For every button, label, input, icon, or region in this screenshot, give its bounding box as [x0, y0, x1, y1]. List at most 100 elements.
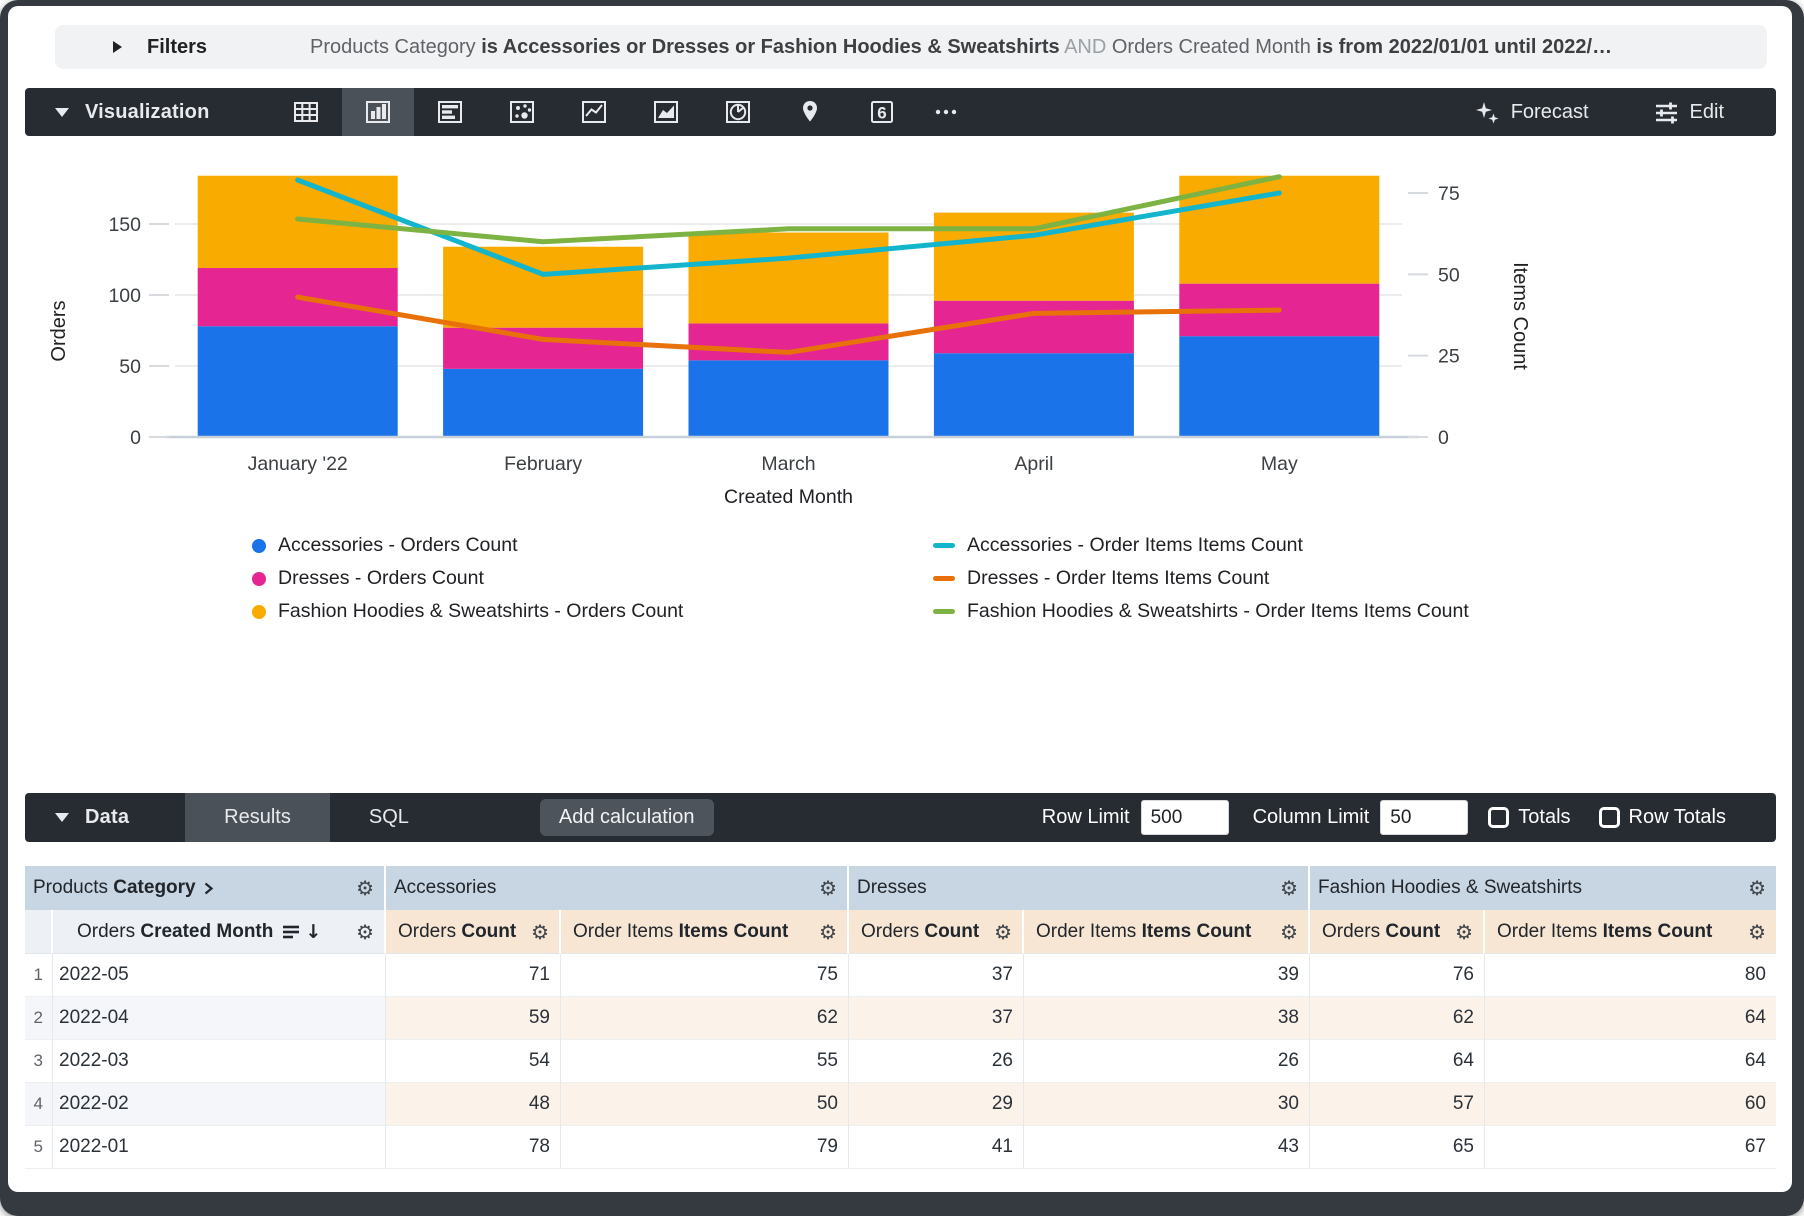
bar-segment[interactable] [933, 300, 1134, 354]
bar-segment[interactable] [1179, 336, 1380, 437]
forecast-button[interactable]: Forecast [1474, 99, 1589, 126]
viz-type-single-value-button[interactable]: 6 [846, 88, 918, 136]
gear-icon[interactable]: ⚙ [1748, 876, 1766, 900]
row-limit-input[interactable] [1140, 800, 1229, 835]
measure-cell[interactable]: 62 [1310, 997, 1485, 1040]
dimension-cell[interactable]: 2022-03 [53, 1040, 386, 1083]
gear-icon[interactable]: ⚙ [1280, 919, 1298, 944]
measure-cell[interactable]: 29 [849, 1083, 1024, 1126]
measure-cell[interactable]: 59 [386, 997, 561, 1040]
gear-icon[interactable]: ⚙ [819, 876, 837, 900]
column-header-fh-items-count[interactable]: Order Items Items Count ⚙ [1485, 910, 1776, 954]
group-header-products-category[interactable]: Products Category ⚙ [25, 866, 386, 910]
chart-canvas[interactable]: 0 50 100 150 0 25 50 75 January '22 February March… [25, 136, 1776, 516]
measure-cell[interactable]: 37 [849, 997, 1024, 1040]
measure-cell[interactable]: 76 [1310, 954, 1485, 997]
viz-type-area-button[interactable] [630, 88, 702, 136]
viz-type-more-button[interactable] [918, 88, 974, 136]
measure-cell[interactable]: 26 [1024, 1040, 1310, 1083]
measure-cell[interactable]: 55 [561, 1040, 849, 1083]
line-series[interactable] [295, 177, 1282, 277]
subtotal-icon[interactable] [282, 924, 301, 940]
dimension-cell[interactable]: 2022-02 [53, 1083, 386, 1126]
bar-segment[interactable] [688, 360, 889, 437]
sort-desc-icon[interactable]: ↓ [305, 920, 322, 943]
legend-item[interactable]: Accessories - Order Items Items Count [933, 529, 1469, 562]
edit-button[interactable]: Edit [1653, 99, 1724, 126]
bar-segment[interactable] [933, 212, 1134, 301]
tab-results[interactable]: Results [185, 793, 330, 842]
measure-cell[interactable]: 80 [1485, 954, 1776, 997]
measure-cell[interactable]: 43 [1024, 1126, 1310, 1169]
measure-cell[interactable]: 64 [1310, 1040, 1485, 1083]
column-header-acc-orders-count[interactable]: Orders Count ⚙ [386, 910, 561, 954]
bar-segment[interactable] [443, 368, 644, 437]
gear-icon[interactable]: ⚙ [1280, 876, 1298, 900]
measure-cell[interactable]: 62 [561, 997, 849, 1040]
measure-cell[interactable]: 67 [1485, 1126, 1776, 1169]
dimension-cell[interactable]: 2022-05 [53, 954, 386, 997]
measure-cell[interactable]: 38 [1024, 997, 1310, 1040]
measure-cell[interactable]: 79 [561, 1126, 849, 1169]
measure-cell[interactable]: 41 [849, 1126, 1024, 1169]
measure-cell[interactable]: 75 [561, 954, 849, 997]
viz-type-line-button[interactable] [558, 88, 630, 136]
measure-cell[interactable]: 78 [386, 1126, 561, 1169]
gear-icon[interactable]: ⚙ [356, 876, 374, 900]
column-header-fh-orders-count[interactable]: Orders Count ⚙ [1310, 910, 1485, 954]
gear-icon[interactable]: ⚙ [531, 919, 549, 944]
dimension-cell[interactable]: 2022-04 [53, 997, 386, 1040]
filters-bar[interactable]: Filters Products Category is Accessories… [55, 25, 1767, 69]
bar-segment[interactable] [443, 327, 644, 369]
measure-cell[interactable]: 65 [1310, 1126, 1485, 1169]
totals-checkbox[interactable] [1488, 807, 1510, 828]
measure-cell[interactable]: 64 [1485, 997, 1776, 1040]
measure-cell[interactable]: 26 [849, 1040, 1024, 1083]
data-collapse-caret-icon[interactable] [55, 813, 69, 822]
legend-item[interactable]: Fashion Hoodies & Sweatshirts - Orders C… [252, 595, 683, 628]
gear-icon[interactable]: ⚙ [1748, 919, 1766, 944]
measure-cell[interactable]: 71 [386, 954, 561, 997]
column-header-dress-items-count[interactable]: Order Items Items Count ⚙ [1024, 910, 1310, 954]
line-series[interactable] [295, 294, 1282, 355]
legend-item[interactable]: Dresses - Orders Count [252, 562, 683, 595]
viz-type-pie-button[interactable] [702, 88, 774, 136]
bar-segment[interactable] [197, 175, 398, 269]
viz-type-map-button[interactable] [774, 88, 846, 136]
measure-cell[interactable]: 48 [386, 1083, 561, 1126]
group-header-accessories[interactable]: Accessories ⚙ [386, 866, 849, 910]
bar-segment[interactable] [443, 246, 644, 328]
bar-segment[interactable] [197, 326, 398, 437]
group-header-fashion-hoodies[interactable]: Fashion Hoodies & Sweatshirts ⚙ [1310, 866, 1776, 910]
legend-item[interactable]: Fashion Hoodies & Sweatshirts - Order It… [933, 595, 1469, 628]
measure-cell[interactable]: 54 [386, 1040, 561, 1083]
gear-icon[interactable]: ⚙ [356, 919, 374, 944]
filters-expand-caret-icon[interactable] [113, 41, 122, 53]
measure-cell[interactable]: 50 [561, 1083, 849, 1126]
viz-type-table-button[interactable] [270, 88, 342, 136]
combo-chart[interactable]: 0 50 100 150 0 25 50 75 January '22 February March… [25, 136, 1776, 516]
measure-cell[interactable]: 64 [1485, 1040, 1776, 1083]
column-header-orders-created-month[interactable]: Orders Created Month ↓ ⚙ [53, 910, 386, 954]
visualization-collapse-caret-icon[interactable] [55, 107, 69, 117]
viz-type-column-button[interactable] [341, 88, 414, 136]
viz-type-bar-button[interactable] [414, 88, 486, 136]
gear-icon[interactable]: ⚙ [1455, 919, 1473, 944]
chevron-right-icon[interactable] [203, 881, 214, 896]
row-totals-checkbox[interactable] [1598, 807, 1620, 828]
dimension-cell[interactable]: 2022-01 [53, 1126, 386, 1169]
legend-item[interactable]: Accessories - Orders Count [252, 529, 683, 562]
legend-item[interactable]: Dresses - Order Items Items Count [933, 562, 1469, 595]
measure-cell[interactable]: 60 [1485, 1083, 1776, 1126]
measure-cell[interactable]: 57 [1310, 1083, 1485, 1126]
line-series[interactable] [295, 174, 1282, 245]
measure-cell[interactable]: 39 [1024, 954, 1310, 997]
gear-icon[interactable]: ⚙ [819, 919, 837, 944]
column-header-acc-items-count[interactable]: Order Items Items Count ⚙ [561, 910, 849, 954]
column-limit-input[interactable] [1380, 800, 1469, 835]
filter-summary[interactable]: Products Category is Accessories or Dres… [310, 36, 1612, 59]
add-calculation-button[interactable]: Add calculation [539, 799, 714, 836]
group-header-dresses[interactable]: Dresses ⚙ [849, 866, 1310, 910]
gear-icon[interactable]: ⚙ [994, 919, 1012, 944]
bar-segment[interactable] [933, 353, 1134, 437]
